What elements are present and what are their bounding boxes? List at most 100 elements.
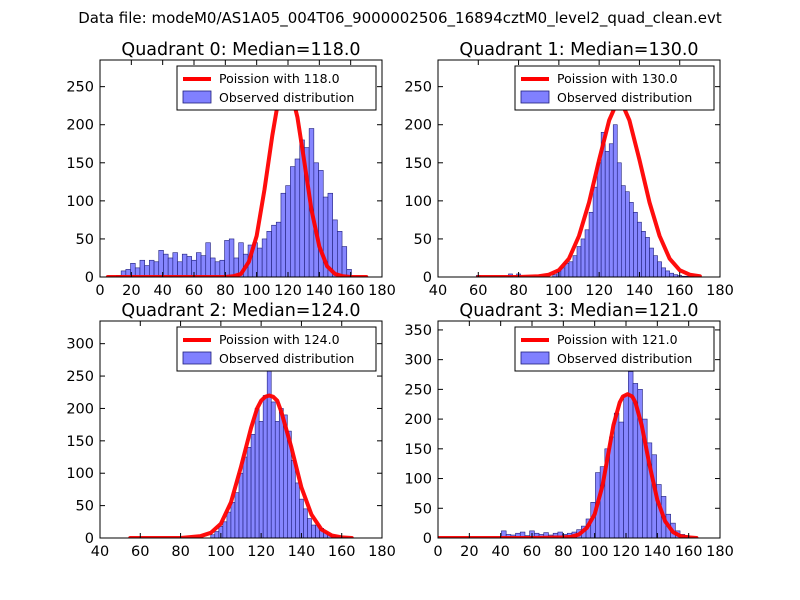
- histogram-bar: [327, 192, 333, 277]
- histogram-bar: [181, 253, 188, 277]
- y-tick-label: 50: [76, 232, 94, 248]
- histogram-bar: [613, 412, 620, 538]
- legend-bar-swatch: [520, 351, 550, 365]
- x-tick-label: 20: [460, 544, 478, 560]
- x-tick-label: 80: [216, 283, 234, 299]
- x-tick-label: 60: [469, 283, 487, 299]
- histogram-bar: [205, 242, 211, 277]
- histogram-bar: [616, 162, 622, 277]
- y-tick-label: 0: [85, 270, 94, 286]
- histogram-bar: [620, 185, 626, 277]
- x-tick-label: 140: [626, 283, 654, 299]
- y-tick-label: 300: [404, 353, 432, 369]
- legend-entry-observed: Observed distribution: [219, 351, 354, 366]
- histogram-bar: [307, 518, 312, 538]
- y-tick-label: 150: [66, 434, 94, 450]
- x-tick-label: 40: [429, 283, 447, 299]
- histogram-bar: [669, 272, 674, 277]
- histogram-bar: [661, 267, 666, 277]
- y-tick-label: 350: [404, 323, 432, 339]
- histogram-bar: [250, 434, 256, 538]
- y-tick-label: 250: [404, 80, 432, 96]
- subplot-quadrant-2: Quadrant 2: Median=124.0 40 60 80 100 120 140 1…: [66, 301, 396, 560]
- histogram-bar: [592, 186, 598, 277]
- y-tick-label: 150: [404, 442, 432, 458]
- histogram-bar: [257, 247, 263, 277]
- x-tick-label: 120: [247, 544, 275, 560]
- histogram-bar: [290, 166, 296, 277]
- histogram-bar: [167, 257, 174, 277]
- histogram-bar: [665, 270, 670, 277]
- y-tick-label: 200: [66, 118, 94, 134]
- histogram-bar: [337, 231, 343, 277]
- axes-frame: [437, 59, 721, 278]
- axes-frame: [437, 320, 721, 539]
- histogram-bar: [294, 158, 301, 277]
- histogram-bar: [196, 252, 202, 277]
- y-tick-label: 300: [66, 337, 94, 353]
- x-tick-label: 80: [554, 544, 572, 560]
- x-tick-label: 60: [523, 544, 541, 560]
- x-tick-label: 160: [675, 544, 703, 560]
- subplot-title: Quadrant 3: Median=121.0: [459, 301, 698, 321]
- histogram-bar: [618, 421, 624, 538]
- y-tick-label: 200: [404, 118, 432, 134]
- histogram-bar: [584, 229, 590, 277]
- histogram-bar: [230, 502, 236, 538]
- histogram-bar: [228, 238, 235, 277]
- x-tick-label: 60: [131, 544, 149, 560]
- histogram-bar: [341, 246, 348, 277]
- legend-bar-swatch: [182, 351, 212, 365]
- x-tick-label: 180: [368, 283, 396, 299]
- histogram-bar: [226, 511, 232, 538]
- x-tick-label: 180: [368, 544, 396, 560]
- y-tick-label: 0: [423, 531, 432, 547]
- legend-bar-swatch: [182, 90, 212, 104]
- histogram-bar: [258, 421, 264, 538]
- y-tick-label: 250: [66, 369, 94, 385]
- y-tick-label: 200: [66, 401, 94, 417]
- histogram-bar: [645, 237, 650, 277]
- histogram-bar: [214, 531, 220, 538]
- legend-entry-poisson: Poission with 121.0: [557, 332, 678, 347]
- histogram-bar: [210, 257, 216, 277]
- x-tick-label: 140: [288, 544, 316, 560]
- legend-entry-observed: Observed distribution: [219, 90, 354, 105]
- histogram-bar: [291, 459, 296, 538]
- poisson-curve: [128, 393, 354, 538]
- histogram-bar: [580, 238, 586, 277]
- y-tick-label: 200: [404, 412, 432, 428]
- histogram-bar: [318, 170, 324, 277]
- y-tick-label: 250: [404, 382, 432, 398]
- histogram-bar: [275, 221, 282, 277]
- histogram-bar: [572, 255, 578, 277]
- x-tick-label: 20: [122, 283, 140, 299]
- histogram-bar: [633, 211, 638, 277]
- legend: Poission with 118.0 Observed distribution: [176, 65, 377, 111]
- x-tick-label: 120: [612, 544, 640, 560]
- x-tick-label: 120: [274, 283, 302, 299]
- plot-area: [475, 101, 702, 277]
- x-tick-label: 180: [706, 544, 734, 560]
- legend-entry-observed: Observed distribution: [557, 90, 692, 105]
- legend-entry-poisson: Poission with 124.0: [219, 332, 340, 347]
- histogram-bar: [596, 162, 602, 277]
- x-tick-label: 140: [643, 544, 671, 560]
- subplot-title: Quadrant 2: Median=124.0: [121, 301, 360, 321]
- x-tick-label: 160: [337, 283, 365, 299]
- x-tick-label: 140: [305, 283, 333, 299]
- x-tick-label: 0: [95, 283, 104, 299]
- plot-area: [128, 369, 354, 538]
- histogram-bar: [295, 482, 300, 538]
- x-tick-label: 0: [433, 544, 442, 560]
- histogram-bar: [222, 521, 228, 538]
- y-tick-label: 100: [404, 472, 432, 488]
- subplot-title: Quadrant 1: Median=130.0: [459, 40, 698, 60]
- subplot-quadrant-0: Quadrant 0: Median=118.00 20 40 60 80 100 120 1…: [66, 40, 396, 299]
- histogram-bar: [657, 261, 662, 277]
- histogram-bar: [576, 246, 582, 277]
- poisson-curve: [476, 101, 702, 277]
- x-tick-label: 60: [185, 283, 203, 299]
- y-tick-label: 100: [66, 466, 94, 482]
- legend-entry-poisson: Poission with 118.0: [219, 71, 340, 86]
